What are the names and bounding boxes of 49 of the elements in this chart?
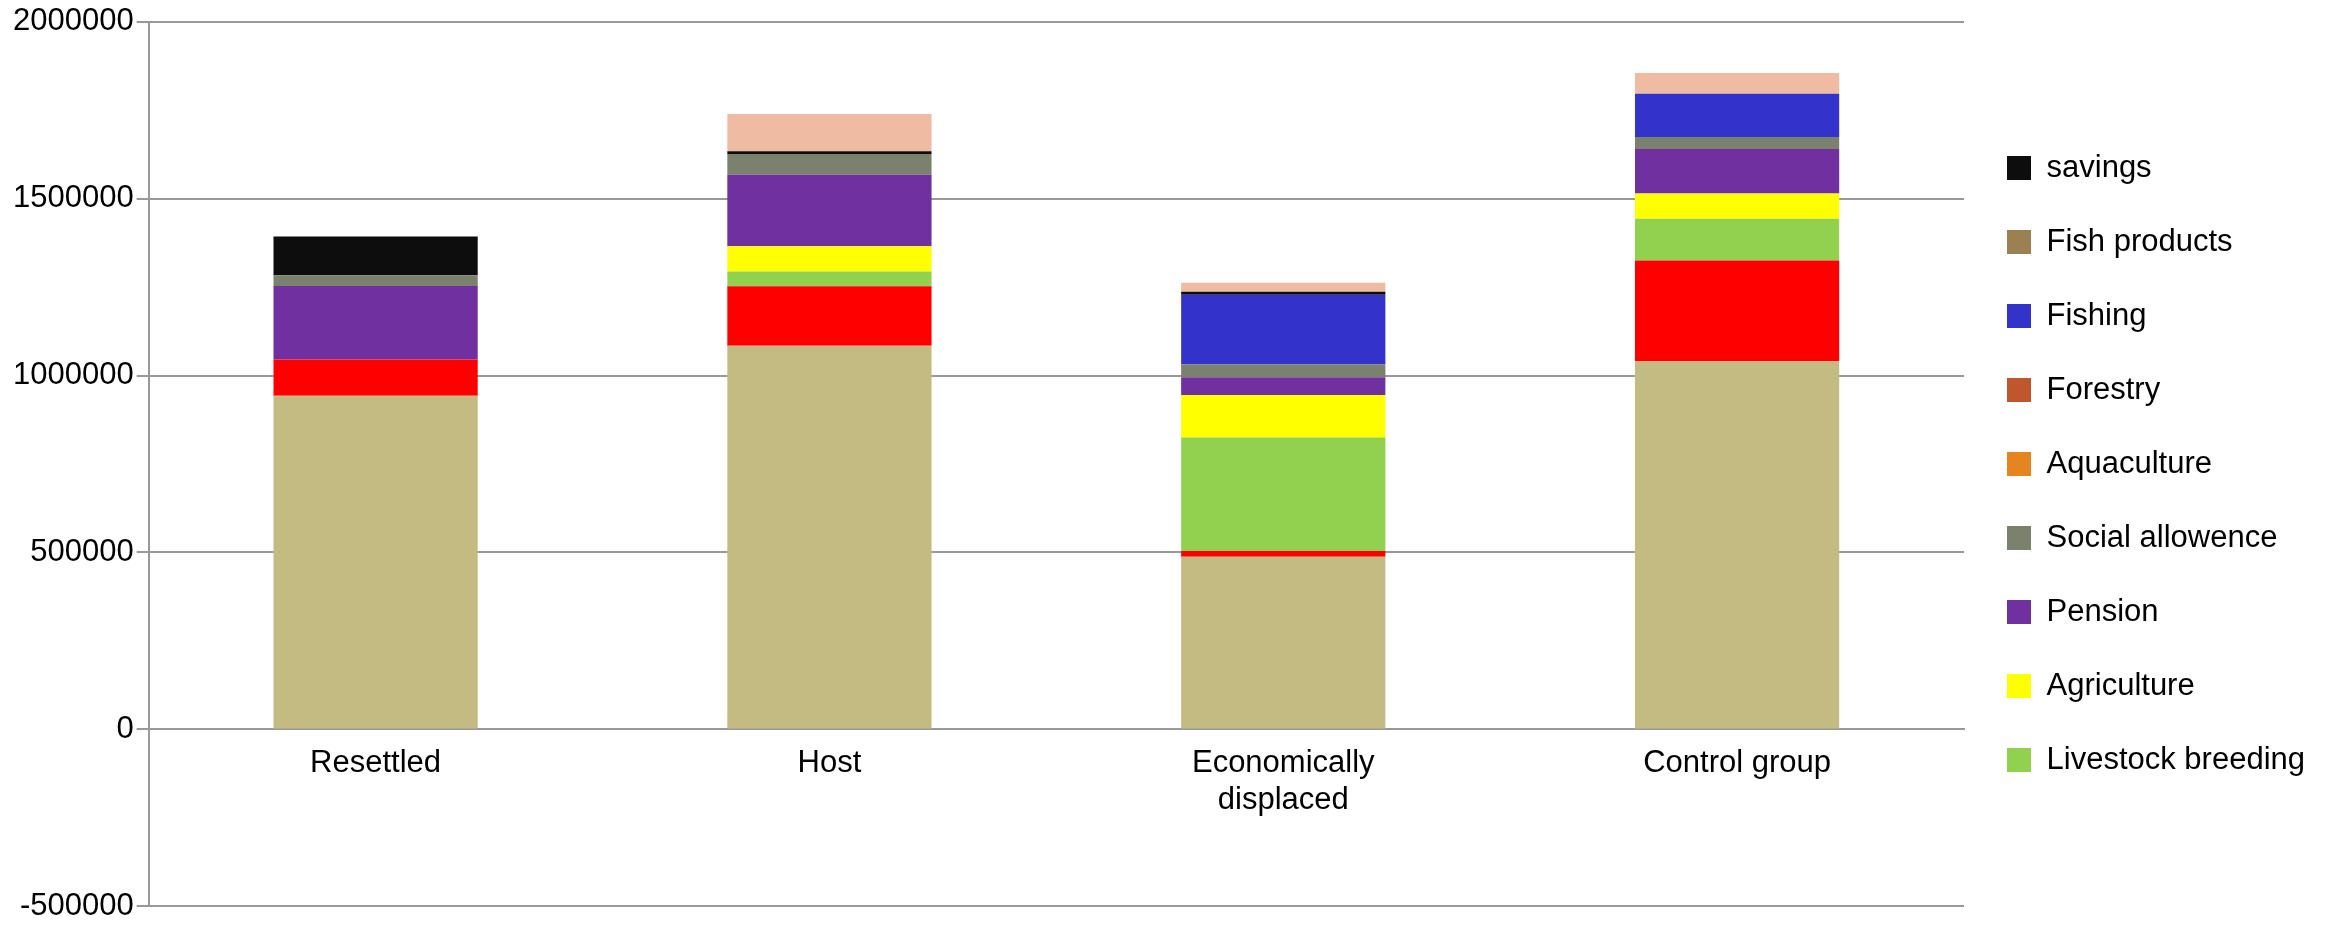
bar <box>727 113 932 152</box>
bar <box>727 345 932 729</box>
legend-label: Fishing <box>2046 296 2147 332</box>
bar <box>1634 193 1840 219</box>
bar <box>727 286 932 346</box>
legend-label: Livestock breeding <box>2046 740 2306 776</box>
bar <box>727 246 932 272</box>
bar <box>1181 377 1386 395</box>
bar <box>1634 361 1840 729</box>
y-tick-label: 0 <box>116 709 134 745</box>
legend-label: savings <box>2046 148 2152 184</box>
bar <box>1181 437 1386 552</box>
y-tick-label: 1000000 <box>13 356 134 392</box>
bar <box>1181 282 1386 292</box>
y-tick-label: 1500000 <box>13 179 134 215</box>
y-tick-label: 500000 <box>30 533 134 569</box>
bar <box>1181 551 1386 557</box>
bar <box>1181 291 1386 295</box>
bar <box>273 275 478 286</box>
bar <box>273 395 478 729</box>
bar <box>727 153 932 175</box>
x-tick-label: Control group <box>1643 743 1832 779</box>
x-tick-label: Host <box>797 743 862 779</box>
bar <box>1634 260 1840 362</box>
bar <box>1634 149 1840 194</box>
legend-label: Forestry <box>2046 370 2161 406</box>
bar <box>1634 136 1840 150</box>
legend-label: Social allowence <box>2046 518 2278 554</box>
legend-label: Pension <box>2046 592 2159 628</box>
bar <box>273 359 478 396</box>
legend-label: Agriculture <box>2046 666 2195 702</box>
bar <box>727 151 932 154</box>
bar <box>1181 394 1386 438</box>
x-tick-label: Economically displaced <box>1191 743 1376 816</box>
bar <box>1634 93 1840 137</box>
bar <box>1634 72 1840 94</box>
bar <box>1181 364 1386 378</box>
bar <box>1181 294 1386 365</box>
bar <box>727 271 932 287</box>
y-tick-label: -500000 <box>19 886 134 922</box>
x-tick-label: Resettled <box>310 743 442 779</box>
legend-label: Aquaculture <box>2046 444 2212 480</box>
y-tick-label: 2000000 <box>13 2 134 38</box>
bar <box>727 174 932 247</box>
bar <box>1181 556 1386 729</box>
bar <box>273 285 478 360</box>
bar <box>1634 218 1840 261</box>
legend-label: Fish products <box>2046 222 2233 258</box>
bar <box>273 236 478 276</box>
